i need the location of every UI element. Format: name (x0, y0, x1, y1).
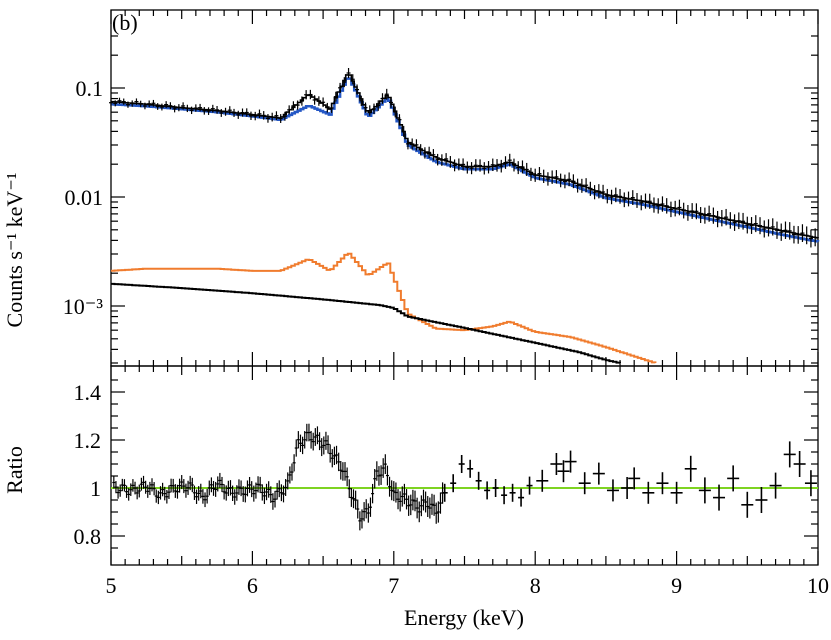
data-line (111, 74, 819, 239)
top-y-tick-label: 0.01 (65, 185, 104, 210)
top-y-tick-label: 10⁻³ (63, 294, 104, 319)
x-axis-label: Energy (keV) (404, 605, 524, 630)
reflection-component-line (111, 252, 657, 364)
x-tick-label: 7 (388, 573, 399, 598)
top-y-axis-label: Counts s⁻¹ keV⁻¹ (2, 173, 27, 328)
bottom-panel-series (111, 423, 818, 531)
bottom-y-tick-label: 1.4 (74, 380, 102, 405)
x-tick-label: 6 (247, 573, 258, 598)
x-tick-label: 10 (807, 573, 829, 598)
top-panel-series (109, 67, 820, 364)
bottom-y-tick-label: 1.2 (74, 428, 102, 453)
bottom-panel-ticks: 0.8 1 1.2 1.4 5 6 7 8 9 10 (74, 366, 829, 598)
x-tick-label: 8 (530, 573, 541, 598)
x-tick-label: 9 (671, 573, 682, 598)
bottom-y-axis-label: Ratio (2, 446, 27, 494)
top-panel-ticks: 0.1 0.01 10⁻³ (63, 10, 819, 366)
x-tick-label: 5 (106, 573, 117, 598)
powerlaw-continuum-line (111, 282, 621, 364)
bottom-y-tick-label: 0.8 (74, 524, 102, 549)
top-y-tick-label: 0.1 (76, 76, 104, 101)
panel-label: (b) (112, 10, 138, 35)
bottom-y-tick-label: 1 (90, 476, 101, 501)
